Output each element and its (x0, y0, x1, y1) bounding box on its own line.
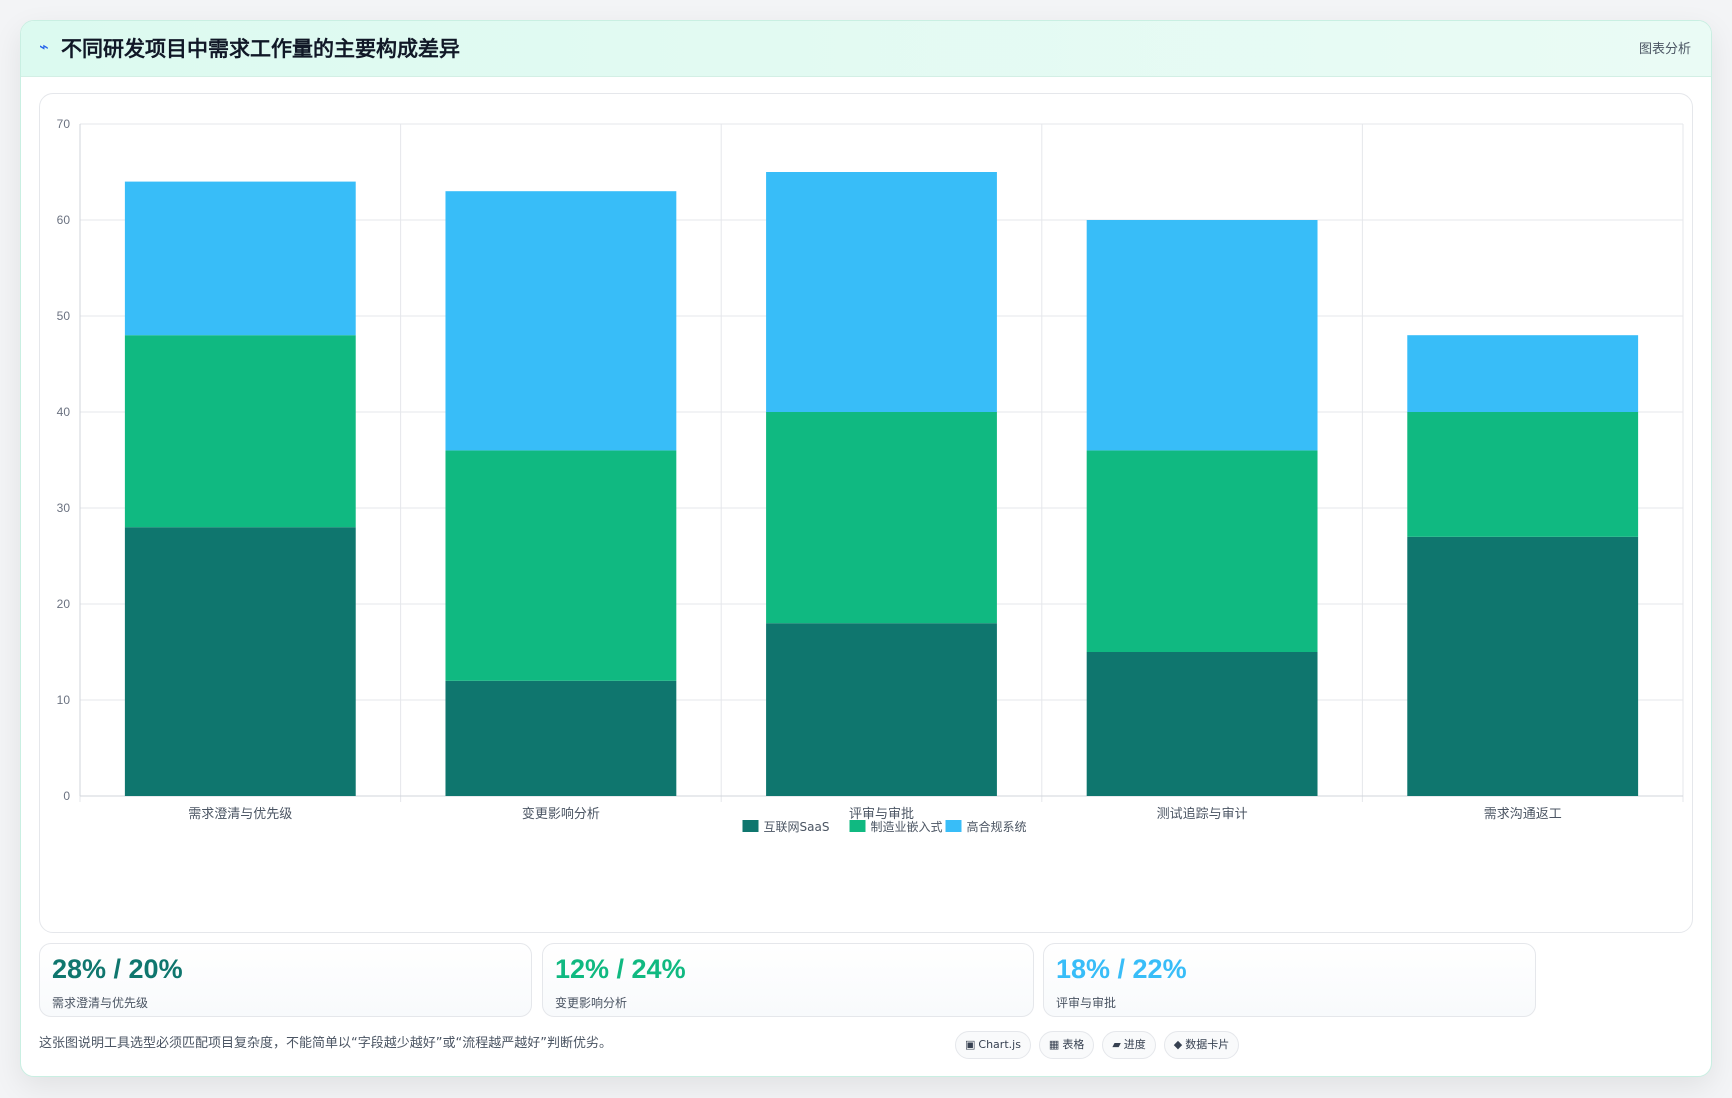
diamond-icon: ◆ (1173, 1038, 1183, 1051)
x-tick-label: 需求沟通返工 (1484, 807, 1562, 822)
chart-card: ⌁ 不同研发项目中需求工作量的主要构成差异 图表分析 0 10 20 30 40 50 60… (20, 20, 1712, 1077)
stat-label-3: 评审与审批 (1056, 996, 1117, 1010)
stat-card-2: 12% / 24% 变更影响分析 (542, 943, 1034, 1017)
chart-footnote: 这张图说明工具选型必须匹配项目复杂度，不能简单以“字段越少越好”或“流程越严越好… (39, 1036, 612, 1051)
bar-segment (766, 623, 997, 796)
bar-segment (1086, 450, 1318, 652)
chart-container: 0 10 20 30 40 50 60 70 需求澄清与优先级 变更影响分析 评审与审批 测试追踪与审… (39, 93, 1693, 933)
chart-icon: ▣ (965, 1038, 976, 1051)
stat-value-3: 18% / 22% (1056, 954, 1187, 984)
chip-chartjs[interactable]: ▣ Chart.js (955, 1031, 1031, 1059)
y-tick-label: 40 (57, 405, 71, 419)
bar-segment (124, 181, 356, 336)
chart-analysis-tag[interactable]: 图表分析 (1638, 42, 1691, 57)
stat-label-2: 变更影响分析 (555, 996, 628, 1010)
bar-segment (445, 680, 677, 796)
stat-card-3: 18% / 22% 评审与审批 (1043, 943, 1536, 1017)
y-tick-label: 10 (57, 693, 71, 707)
bar-segment (1407, 412, 1639, 537)
legend-swatch (849, 820, 866, 832)
chip-progress[interactable]: ▰ 进度 (1102, 1031, 1156, 1059)
bar-segment (766, 412, 997, 624)
page-title: 不同研发项目中需求工作量的主要构成差异 (61, 37, 460, 61)
x-tick-label: 评审与审批 (849, 807, 914, 822)
bar-segment (445, 450, 677, 681)
stat-label-1: 需求澄清与优先级 (52, 996, 149, 1010)
stat-value-1: 28% / 20% (52, 954, 183, 984)
legend-label: 高合规系统 (967, 819, 1027, 834)
y-tick-label: 60 (57, 213, 71, 227)
bar-segment (1407, 335, 1639, 412)
progress-icon: ▰ (1112, 1038, 1121, 1051)
bar-segment (1407, 536, 1639, 796)
x-tick-label: 测试追踪与审计 (1157, 806, 1248, 822)
bar-segment (124, 335, 356, 528)
legend-swatch (945, 820, 962, 832)
spark-icon: ⌁ (39, 37, 49, 56)
bar-segment (124, 527, 356, 796)
x-tick-label: 需求澄清与优先级 (188, 807, 292, 822)
tool-chips: ▣ Chart.js ▦ 表格 ▰ 进度 ◆ 数据卡片 (955, 1031, 1240, 1059)
y-tick-label: 70 (57, 117, 71, 131)
chip-data-card[interactable]: ◆ 数据卡片 (1163, 1031, 1240, 1059)
legend-label: 互联网SaaS (764, 820, 830, 834)
table-icon: ▦ (1048, 1038, 1060, 1051)
y-tick-label: 30 (57, 501, 71, 515)
legend-swatch (742, 820, 759, 832)
bar-segment (766, 172, 997, 412)
bar-segment (1086, 652, 1318, 796)
x-tick-label: 变更影响分析 (522, 806, 600, 822)
y-tick-label: 20 (57, 597, 71, 611)
stat-value-2: 12% / 24% (555, 954, 686, 984)
stat-card-1: 28% / 20% 需求澄清与优先级 (39, 943, 532, 1017)
legend-label: 制造业嵌入式 (871, 820, 943, 834)
bar-segment (445, 191, 677, 451)
bar-segment (1086, 220, 1318, 451)
y-tick-label: 0 (63, 789, 70, 803)
stacked-bar-chart: 0 10 20 30 40 50 60 70 需求澄清与优先级 变更影响分析 评审与审批 测试追踪与审… (57, 117, 1684, 834)
card-header: ⌁ 不同研发项目中需求工作量的主要构成差异 图表分析 (21, 21, 1711, 77)
y-tick-label: 50 (57, 309, 71, 323)
chip-table[interactable]: ▦ 表格 (1038, 1031, 1095, 1059)
